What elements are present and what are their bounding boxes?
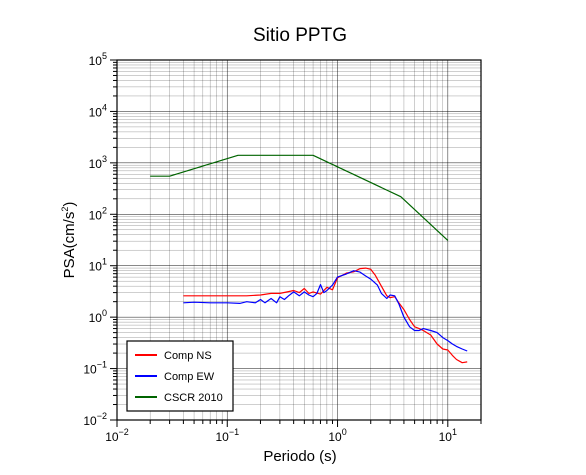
chart-title: Sitio PPTG (253, 25, 347, 46)
y-tick-base: 10 (89, 260, 103, 274)
x-tick-exponent: 0 (342, 427, 347, 437)
y-tick-exponent: 5 (102, 51, 107, 61)
y-tick-label: 102 (89, 205, 107, 222)
y-tick-base: 10 (89, 311, 103, 325)
legend-label-comp-ew: Comp EW (164, 371, 215, 383)
y-tick-label: 10−1 (83, 360, 107, 377)
y-tick-base: 10 (89, 208, 103, 222)
y-tick-label: 103 (89, 154, 107, 171)
x-tick-labels: 10−2 10−1 100 101 (105, 427, 457, 444)
x-tick-base: 10 (328, 430, 342, 444)
y-tick-base: 10 (89, 105, 103, 119)
y-tick-label: 104 (89, 102, 107, 119)
x-tick-exponent: 1 (452, 427, 457, 437)
ticks (110, 59, 482, 427)
x-axis-label: Periodo (s) (263, 448, 336, 465)
y-tick-base: 10 (83, 363, 97, 377)
y-tick-label: 105 (89, 51, 107, 68)
y-tick-base: 10 (83, 414, 97, 428)
y-tick-exponent: 0 (102, 308, 107, 318)
y-tick-label: 10−2 (83, 411, 107, 428)
y-axis-label: PSA(cm/s2) (60, 202, 78, 279)
x-tick-exponent: −2 (119, 427, 129, 437)
series-group (150, 154, 468, 364)
legend-label-cscr-2010: CSCR 2010 (164, 392, 223, 404)
y-axis-label-close: ) (61, 202, 78, 207)
x-tick-base: 10 (105, 430, 119, 444)
y-axis-label-sup: 2 (60, 207, 70, 212)
x-tick-label: 100 (328, 427, 346, 444)
y-tick-exponent: −2 (97, 411, 107, 421)
y-tick-exponent: 2 (102, 205, 107, 215)
grid (116, 59, 482, 421)
legend: Comp NS Comp EW CSCR 2010 (126, 340, 234, 412)
x-tick-label: 101 (439, 427, 457, 444)
x-tick-label: 10−1 (215, 427, 239, 444)
y-axis-label-main: PSA(cm/s (61, 212, 78, 279)
plot-frame (116, 59, 482, 421)
y-tick-exponent: 3 (102, 154, 107, 164)
y-tick-base: 10 (89, 54, 103, 68)
y-tick-exponent: 1 (102, 257, 107, 267)
series-line-cscr-2010 (150, 154, 449, 241)
series-line-comp-ew (183, 270, 468, 352)
x-tick-base: 10 (439, 430, 453, 444)
y-tick-exponent: 4 (102, 102, 107, 112)
x-tick-exponent: −1 (229, 427, 239, 437)
y-tick-base: 10 (89, 157, 103, 171)
y-tick-label: 101 (89, 257, 107, 274)
y-tick-label: 100 (89, 308, 107, 325)
x-tick-label: 10−2 (105, 427, 129, 444)
y-tick-exponent: −1 (97, 360, 107, 370)
series-line-comp-ns (183, 267, 468, 364)
legend-label-comp-ns: Comp NS (164, 350, 212, 362)
x-tick-base: 10 (215, 430, 229, 444)
